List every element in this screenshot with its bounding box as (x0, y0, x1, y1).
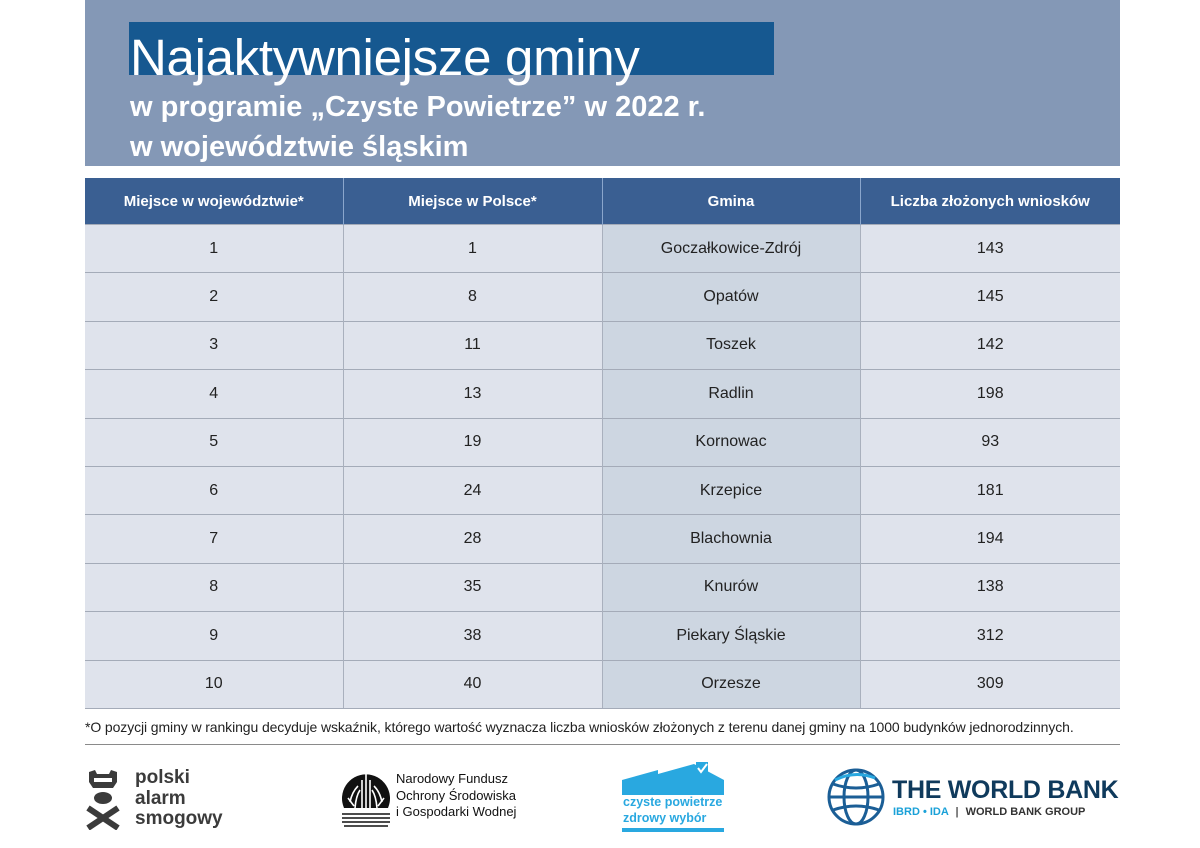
nfosigw-line-2: Ochrony Środowiska (396, 787, 516, 803)
table-row: 5 19 Kornowac 93 (85, 417, 1120, 467)
cell-voivodeship-rank: 6 (85, 465, 344, 515)
smog-mask-icon (86, 770, 120, 830)
nfosigw-emblem-icon (342, 774, 390, 827)
table-row: 9 38 Piekary Śląskie 312 (85, 611, 1120, 661)
cell-poland-rank: 8 (343, 272, 603, 322)
table-row: 10 40 Orzesze 309 (85, 659, 1120, 709)
cell-municipality: Orzesze (602, 659, 861, 709)
column-header-applications: Liczba złożonych wniosków (860, 178, 1120, 225)
ibrd-ida: IBRD • IDA (893, 806, 949, 818)
cell-municipality: Knurów (602, 562, 861, 612)
cell-poland-rank: 1 (343, 223, 603, 273)
table-header-row: Miejsce w województwie* Miejsce w Polsce… (85, 178, 1120, 225)
cell-voivodeship-rank: 1 (85, 223, 344, 273)
world-bank-subtitle: IBRD • IDA | WORLD BANK GROUP (893, 806, 1085, 818)
cell-voivodeship-rank: 2 (85, 272, 344, 322)
cell-municipality: Piekary Śląskie (602, 611, 861, 661)
globe-icon (827, 768, 885, 826)
cell-poland-rank: 40 (343, 659, 603, 709)
cell-municipality: Goczałkowice-Zdrój (602, 223, 861, 273)
cell-poland-rank: 13 (343, 369, 603, 419)
column-header-poland-rank: Miejsce w Polsce* (343, 178, 603, 225)
world-bank-logo: THE WORLD BANK IBRD • IDA | WORLD BANK G… (825, 766, 1125, 830)
table-row: 3 11 Toszek 142 (85, 320, 1120, 370)
table-row: 2 8 Opatów 145 (85, 272, 1120, 322)
cell-voivodeship-rank: 9 (85, 611, 344, 661)
cell-voivodeship-rank: 3 (85, 320, 344, 370)
cell-municipality: Kornowac (602, 417, 861, 467)
cell-municipality: Toszek (602, 320, 861, 370)
divider (85, 744, 1120, 745)
cp-line-2: zdrowy wybór (623, 810, 707, 825)
cell-municipality: Radlin (602, 369, 861, 419)
nfosigw-line-3: i Gospodarki Wodnej (396, 804, 517, 819)
cell-municipality: Opatów (602, 272, 861, 322)
cell-poland-rank: 28 (343, 514, 603, 564)
cell-voivodeship-rank: 4 (85, 369, 344, 419)
polski-alarm-smogowy-logo: polski alarm smogowy (85, 767, 245, 830)
table-row: 7 28 Blachownia 194 (85, 514, 1120, 564)
ranking-table: Miejsce w województwie* Miejsce w Polsce… (85, 178, 1120, 709)
cell-applications: 93 (860, 417, 1120, 467)
cell-poland-rank: 11 (343, 320, 603, 370)
table-row: 8 35 Knurów 138 (85, 562, 1120, 612)
cell-applications: 142 (860, 320, 1120, 370)
cell-voivodeship-rank: 8 (85, 562, 344, 612)
house-check-icon (622, 762, 724, 832)
separator: | (955, 806, 959, 818)
cell-applications: 145 (860, 272, 1120, 322)
cell-applications: 143 (860, 223, 1120, 273)
subtitle-line-1: w programie „Czyste Powietrze” w 2022 r. (130, 91, 706, 123)
title-highlight-box (129, 22, 774, 75)
table-row: 1 1 Goczałkowice-Zdrój 143 (85, 223, 1120, 273)
world-bank-wordmark: THE WORLD BANK (892, 776, 1119, 804)
cell-poland-rank: 38 (343, 611, 603, 661)
cell-municipality: Krzepice (602, 465, 861, 515)
czyste-powietrze-text: czyste powietrze zdrowy wybór (623, 795, 722, 826)
table-row: 4 13 Radlin 198 (85, 369, 1120, 419)
cell-poland-rank: 19 (343, 417, 603, 467)
world-bank-group: WORLD BANK GROUP (965, 806, 1086, 818)
nfosigw-name: Narodowy Fundusz Ochrony Środowiska i Go… (396, 771, 516, 821)
column-header-municipality: Gmina (602, 178, 861, 225)
subtitle-line-2: w województwie śląskim (130, 131, 469, 163)
cell-applications: 312 (860, 611, 1120, 661)
pas-wordmark: polski alarm smogowy (135, 767, 223, 829)
cell-voivodeship-rank: 10 (85, 659, 344, 709)
cell-applications: 309 (860, 659, 1120, 709)
cell-voivodeship-rank: 7 (85, 514, 344, 564)
table-row: 6 24 Krzepice 181 (85, 465, 1120, 515)
cp-line-1: czyste powietrze (623, 795, 723, 809)
cell-poland-rank: 24 (343, 465, 603, 515)
cell-applications: 198 (860, 369, 1120, 419)
footnote: *O pozycji gminy w rankingu decyduje wsk… (85, 719, 1074, 735)
cell-poland-rank: 35 (343, 562, 603, 612)
cell-applications: 138 (860, 562, 1120, 612)
cell-applications: 181 (860, 465, 1120, 515)
nfosigw-line-1: Narodowy Fundusz (396, 771, 508, 786)
column-header-voivodeship-rank: Miejsce w województwie* (85, 178, 344, 225)
cell-municipality: Blachownia (602, 514, 861, 564)
czyste-powietrze-logo: czyste powietrze zdrowy wybór (620, 762, 730, 834)
cell-voivodeship-rank: 5 (85, 417, 344, 467)
nfosigw-logo: Narodowy Fundusz Ochrony Środowiska i Go… (340, 768, 530, 830)
cell-applications: 194 (860, 514, 1120, 564)
page-title: Najaktywniejsze gminy (130, 29, 640, 86)
